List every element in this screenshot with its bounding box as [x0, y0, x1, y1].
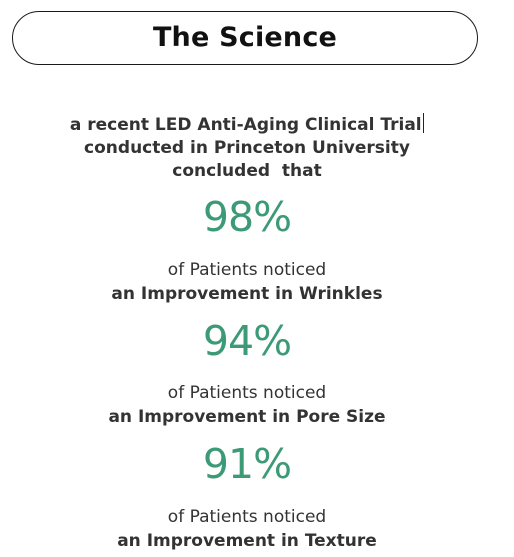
stat-block-3: 91% — [0, 440, 494, 488]
stat-result-text: an Improvement in Wrinkles — [111, 284, 383, 304]
intro-line-1: a recent LED Anti-Aging Clinical Trial — [0, 113, 494, 137]
intro-line-2: conducted in Princeton University — [84, 138, 410, 158]
stat-caption-2: of Patients noticed an Improvement in Po… — [0, 381, 494, 429]
intro-text: a recent LED Anti-Aging Clinical Trial c… — [0, 113, 494, 183]
stat-result-text: an Improvement in Texture — [117, 531, 377, 551]
stat-percentage: 98% — [202, 193, 292, 241]
stat-caption-1: of Patients noticed an Improvement in Wr… — [0, 258, 494, 306]
stat-block-1: 98% — [0, 193, 494, 241]
stat-result-text: an Improvement in Pore Size — [108, 407, 386, 427]
stat-lead-text: of Patients noticed — [167, 260, 327, 280]
stat-lead-text: of Patients noticed — [167, 383, 327, 403]
text-cursor — [422, 113, 425, 133]
title-banner: The Science — [12, 11, 478, 65]
stat-block-2: 94% — [0, 317, 494, 365]
stat-lead-text: of Patients noticed — [167, 507, 327, 527]
page-title: The Science — [152, 21, 338, 53]
stat-caption-3: of Patients noticed an Improvement in Te… — [0, 505, 494, 553]
intro-line-3: concluded that — [172, 161, 322, 181]
stat-percentage: 91% — [202, 440, 292, 488]
intro-line-1-text: a recent LED Anti-Aging Clinical Trial — [69, 115, 422, 135]
stat-percentage: 94% — [202, 317, 292, 365]
